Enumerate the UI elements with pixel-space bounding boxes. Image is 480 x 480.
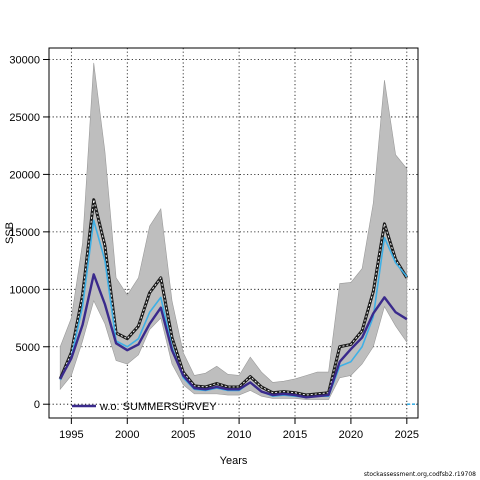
y-tick-label-5000: 5000 — [16, 342, 40, 354]
x-tick-label-2025: 2025 — [395, 429, 419, 441]
x-axis-title: Years — [220, 455, 248, 467]
y-axis-title: SSB — [4, 222, 16, 244]
series-lines — [58, 198, 418, 406]
base-estimate-line-dash — [59, 199, 408, 396]
y-tick-label-20000: 20000 — [9, 169, 40, 181]
axes: 1995 2000 2005 2010 2015 2020 2025 0 5000 10000 15… — [9, 47, 419, 441]
legend: w.o. SUMMERSURVEY — [72, 401, 217, 413]
x-tick-label-2015: 2015 — [283, 429, 307, 441]
y-tick-label-25000: 25000 — [9, 112, 40, 124]
x-tick-label-2005: 2005 — [171, 429, 195, 441]
confidence-band — [59, 62, 408, 400]
wo-summersurvey-line — [59, 273, 408, 399]
plot-frame — [48, 47, 419, 419]
legend-label-wo-summersurvey: w.o. SUMMERSURVEY — [99, 401, 217, 413]
x-tick-label-2020: 2020 — [339, 429, 363, 441]
y-tick-label-10000: 10000 — [9, 284, 40, 296]
credit-text: stockassessment.org,codfsb2.r19708 — [364, 471, 476, 478]
y-tick-label-0: 0 — [34, 399, 40, 411]
confidence-band-layer — [59, 62, 408, 400]
x-tick-label-2010: 2010 — [227, 429, 251, 441]
x-tick-label-2000: 2000 — [115, 429, 139, 441]
y-tick-label-30000: 30000 — [9, 54, 40, 66]
y-tick-label-15000: 15000 — [9, 227, 40, 239]
x-tick-label-1995: 1995 — [59, 429, 83, 441]
